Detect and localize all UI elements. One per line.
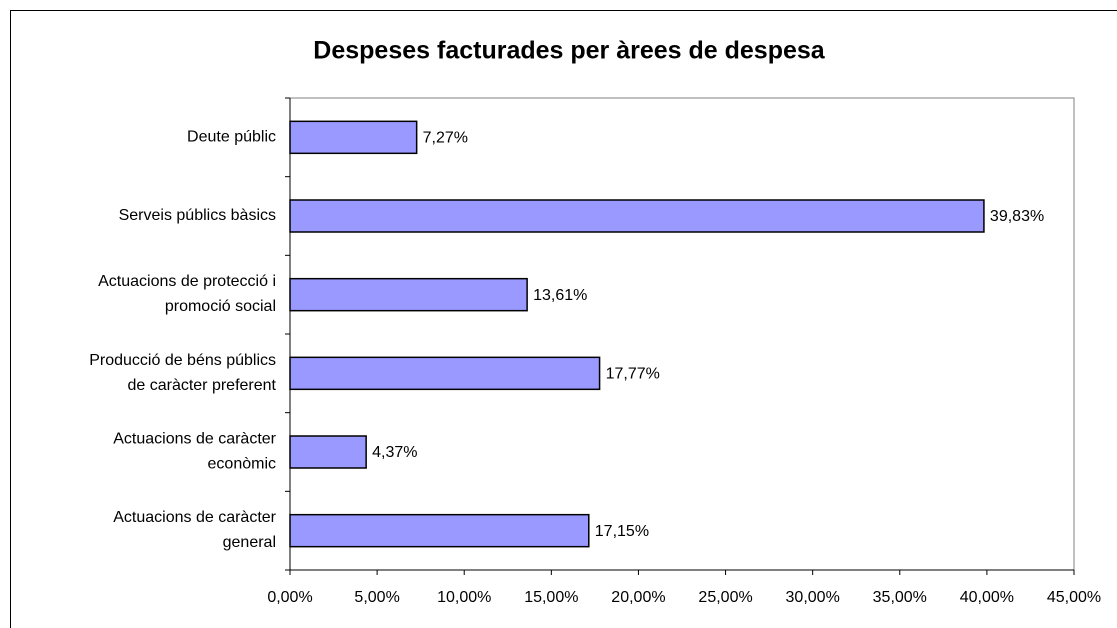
data-label: 17,77% — [606, 366, 660, 383]
y-tick-label: Actuacions de caràcter general — [113, 509, 276, 551]
x-tick-label: 20,00% — [611, 589, 665, 606]
data-label: 4,37% — [372, 444, 417, 461]
x-tick-label: 25,00% — [698, 589, 752, 606]
x-tick-label: 40,00% — [960, 589, 1014, 606]
data-label: 7,27% — [423, 130, 468, 147]
data-label: 17,15% — [595, 523, 649, 540]
x-tick-label: 15,00% — [524, 589, 578, 606]
x-tick-label: 5,00% — [354, 589, 399, 606]
y-tick-label: Actuacions de caràcter econòmic — [113, 431, 276, 473]
bar — [289, 277, 528, 312]
x-tick-label: 30,00% — [786, 589, 840, 606]
x-tick-label: 0,00% — [267, 589, 312, 606]
y-tick-label: Producció de béns públics de caràcter pre… — [89, 352, 276, 394]
chart-title: Despeses facturades per àrees de despesa — [313, 37, 825, 65]
bar — [289, 513, 590, 548]
x-tick-label: 10,00% — [437, 589, 491, 606]
data-label: 39,83% — [990, 208, 1044, 225]
bar — [289, 120, 418, 155]
y-tick-label: Deute públic — [187, 129, 276, 146]
x-tick-label: 35,00% — [873, 589, 927, 606]
x-tick-label: 45,00% — [1047, 589, 1101, 606]
bar — [289, 356, 601, 391]
data-label: 13,61% — [533, 287, 587, 304]
y-tick-label: Actuacions de protecció i promoció social — [98, 273, 276, 315]
bar — [289, 199, 985, 233]
bar — [289, 435, 367, 469]
y-tick-label: Serveis públics bàsics — [119, 207, 276, 224]
